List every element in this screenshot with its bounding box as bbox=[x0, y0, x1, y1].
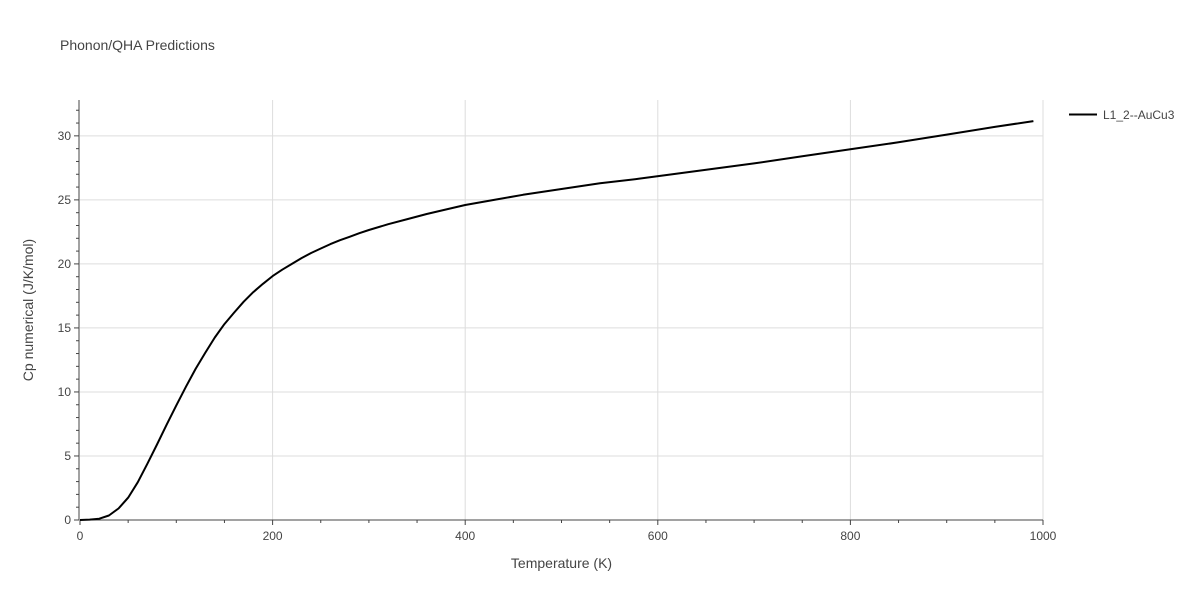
y-tick-label: 10 bbox=[58, 385, 72, 399]
series-line bbox=[79, 120, 1034, 521]
y-tick-label: 25 bbox=[58, 193, 72, 207]
grid-layer bbox=[80, 100, 1044, 520]
x-tick-label: 600 bbox=[648, 529, 668, 543]
legend-label: L1_2--AuCu3 bbox=[1103, 108, 1175, 122]
y-tick-label: 0 bbox=[64, 513, 71, 527]
x-tick-label: 0 bbox=[77, 529, 84, 543]
x-tick-label: 400 bbox=[455, 529, 475, 543]
x-tick-label: 1000 bbox=[1030, 529, 1057, 543]
chart-title: Phonon/QHA Predictions bbox=[60, 37, 215, 53]
y-tick-label: 30 bbox=[58, 129, 72, 143]
x-tick-label: 800 bbox=[840, 529, 860, 543]
x-axis-title: Temperature (K) bbox=[511, 555, 612, 571]
y-tick-label: 20 bbox=[58, 257, 72, 271]
y-tick-label: 15 bbox=[58, 321, 72, 335]
axes-layer: 0 200 400 600 800 1000 0 5 10 15 20 25 30 bbox=[58, 100, 1057, 543]
y-axis-title: Cp numerical (J/K/mol) bbox=[20, 239, 36, 381]
legend[interactable]: L1_2--AuCu3 bbox=[1069, 108, 1175, 122]
series-layer bbox=[79, 120, 1034, 521]
x-tick-label: 200 bbox=[263, 529, 283, 543]
y-tick-label: 5 bbox=[64, 449, 71, 463]
